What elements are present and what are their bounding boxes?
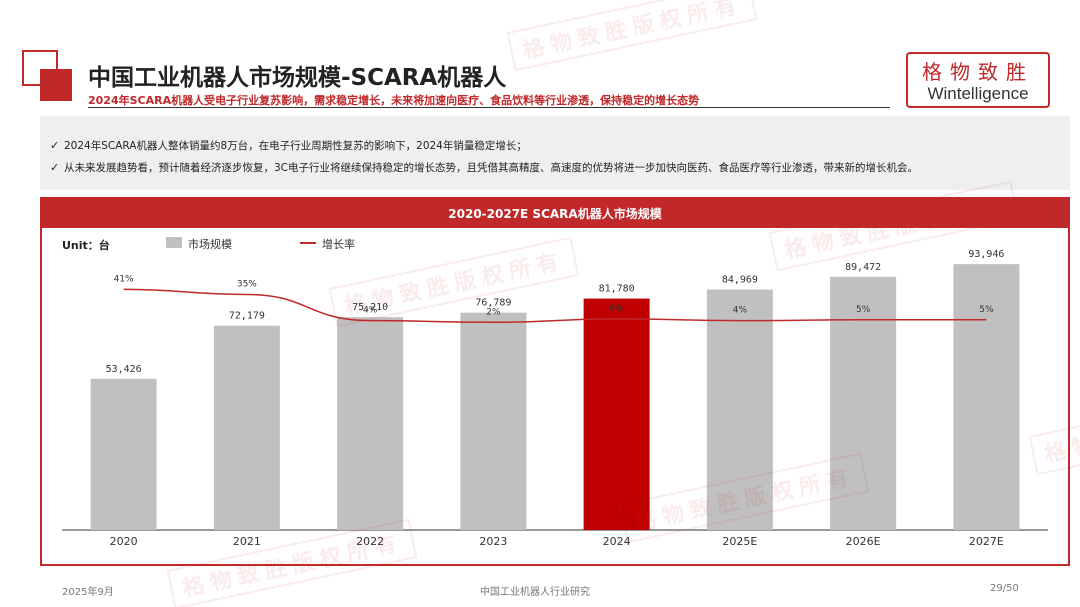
chart-frame (40, 228, 1070, 566)
legend-bar-label: 市场规模 (188, 238, 232, 251)
bar (706, 289, 773, 530)
growth-rate-label: 41% (114, 274, 134, 284)
bar-value-label: 84,969 (722, 275, 758, 286)
summary-box: ✓ 2024年SCARA机器人整体销量约8万台，在电子行业周期性复苏的影响下，20… (40, 116, 1070, 190)
legend-bar-swatch (166, 237, 182, 248)
bar (460, 312, 527, 530)
chart-unit-label: Unit：台 (62, 239, 110, 252)
x-tick-label: 2024 (603, 535, 631, 548)
footer-page-number: 29/50 (990, 583, 1019, 594)
x-tick-label: 2025E (722, 535, 757, 548)
header-divider (88, 107, 890, 108)
growth-rate-line (123, 288, 987, 324)
x-tick-label: 2026E (846, 535, 881, 548)
check-icon: ✓ (50, 139, 60, 152)
growth-rate-label: 5% (856, 305, 871, 315)
footer-report-name: 中国工业机器人行业研究 (480, 587, 590, 598)
bar (830, 276, 897, 530)
bar (337, 317, 404, 530)
chart-header: 2020-2027E SCARA机器人市场规模 (40, 197, 1070, 228)
bar-value-label: 93,946 (968, 249, 1004, 260)
logo-chinese-text: 格物致胜 (922, 60, 1034, 84)
page-subtitle: 2024年SCARA机器人受电子行业复苏影响，需求稳定增长，未来将加速向医疗、食… (88, 94, 700, 107)
growth-rate-label: 35% (237, 279, 257, 289)
bar-value-label: 89,472 (845, 262, 881, 273)
growth-rate-label: 4% (733, 306, 748, 316)
x-tick-label: 2021 (233, 535, 261, 548)
bar-value-label: 81,780 (599, 284, 635, 295)
legend-line-swatch (300, 242, 316, 244)
growth-rate-label: 6% (609, 304, 624, 314)
legend-line-label: 增长率 (322, 238, 355, 251)
footer-date: 2025年9月 (62, 587, 114, 598)
bar (213, 325, 280, 530)
growth-rate-label: 2% (486, 307, 501, 317)
brand-logo: 格物致胜 Wintelligence (906, 52, 1050, 108)
x-tick-label: 2020 (110, 535, 138, 548)
bar-value-label: 75,210 (352, 302, 388, 313)
summary-bullet: ✓ 2024年SCARA机器人整体销量约8万台，在电子行业周期性复苏的影响下，20… (50, 138, 527, 153)
check-icon: ✓ (50, 161, 60, 174)
page-title: 中国工业机器人市场规模-SCARA机器人 (88, 65, 507, 91)
bar-value-label: 72,179 (229, 311, 265, 322)
summary-bullet: ✓ 从未来发展趋势看，预计随着经济逐步恢复，3C电子行业将继续保持稳定的增长态势，… (50, 160, 918, 175)
growth-rate-label: 4% (363, 306, 378, 316)
bar-value-label: 53,426 (106, 364, 142, 375)
summary-bullet-text: 从未来发展趋势看，预计随着经济逐步恢复，3C电子行业将继续保持稳定的增长态势，且… (64, 162, 919, 174)
bar (953, 264, 1020, 530)
x-tick-label: 2022 (356, 535, 384, 548)
bar (90, 378, 157, 530)
x-tick-label: 2027E (969, 535, 1004, 548)
bar-value-label: 76,789 (475, 298, 511, 309)
bar (583, 298, 650, 530)
title-decoration-fill (40, 69, 72, 101)
x-tick-label: 2023 (479, 535, 507, 548)
chart-title: 2020-2027E SCARA机器人市场规模 (448, 207, 662, 221)
logo-english-text: Wintelligence (927, 84, 1029, 103)
summary-bullet-text: 2024年SCARA机器人整体销量约8万台，在电子行业周期性复苏的影响下，202… (64, 140, 527, 152)
growth-rate-label: 5% (979, 305, 994, 315)
